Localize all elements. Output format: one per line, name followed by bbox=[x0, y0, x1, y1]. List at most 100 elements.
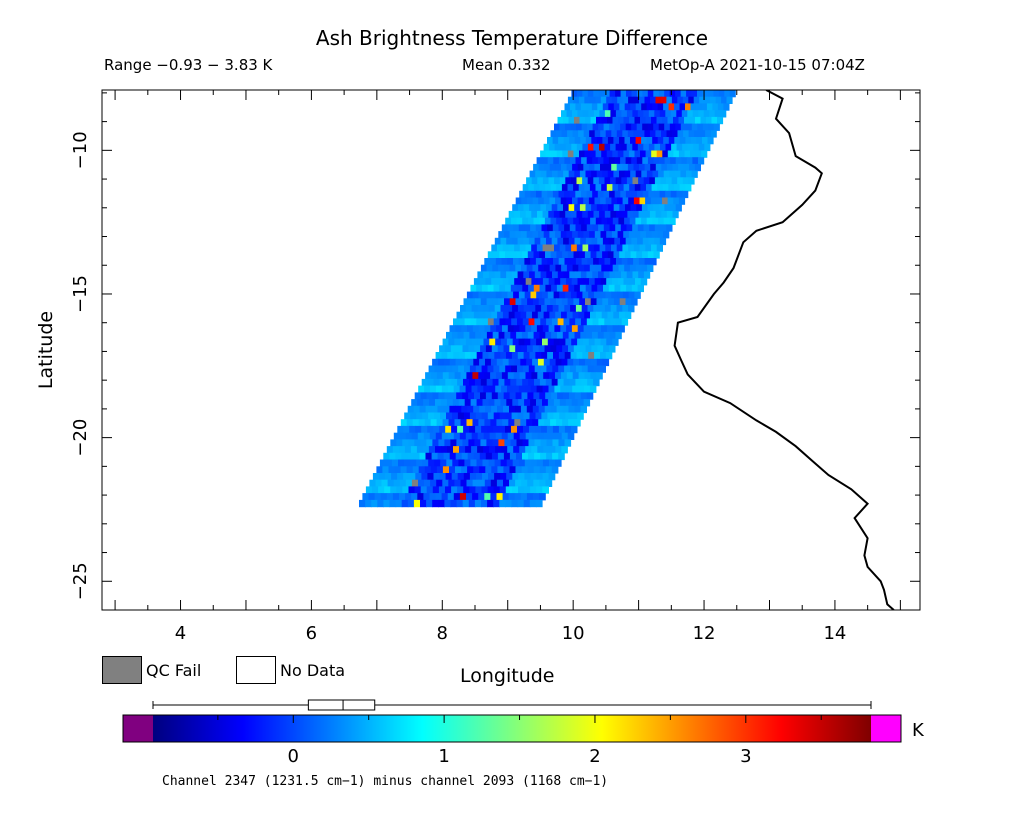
swath-cell bbox=[553, 258, 560, 266]
swath-cell bbox=[559, 399, 567, 407]
swath-cell bbox=[405, 479, 413, 487]
swath-cell bbox=[688, 177, 695, 185]
swath-cell bbox=[661, 163, 668, 172]
swath-cell bbox=[654, 190, 661, 199]
swath-cell bbox=[543, 197, 550, 205]
swath-cell bbox=[573, 358, 580, 367]
swath-cell bbox=[437, 452, 445, 461]
swath-cell bbox=[630, 137, 637, 145]
swath-cell bbox=[636, 157, 643, 165]
swath-cell bbox=[522, 184, 529, 192]
swath-cell bbox=[603, 284, 610, 293]
footnote: Channel 2347 (1231.5 cm−1) minus channel… bbox=[162, 774, 609, 789]
swath-cell bbox=[657, 184, 664, 192]
swath-cell bbox=[565, 177, 572, 185]
swath-cell bbox=[679, 184, 686, 192]
swath-cell bbox=[426, 392, 434, 400]
swath-cell bbox=[477, 305, 484, 313]
swath-cell bbox=[507, 224, 514, 232]
swath-cell bbox=[592, 123, 599, 131]
swath-cell bbox=[542, 177, 550, 185]
swath-cell bbox=[589, 96, 596, 104]
swath-cell bbox=[548, 210, 555, 219]
swath-cell bbox=[536, 385, 544, 393]
swath-cell bbox=[451, 331, 459, 340]
swath-cell bbox=[594, 352, 601, 360]
axis-ticks: 4 6 8 10 12 14−10−15−20−25 bbox=[70, 90, 920, 644]
swath-cell bbox=[651, 116, 658, 125]
swath-cell bbox=[453, 493, 461, 501]
swath-cell bbox=[518, 399, 525, 407]
swath-cell bbox=[593, 143, 600, 152]
swath-cell bbox=[575, 190, 582, 199]
swath-cell bbox=[489, 446, 496, 454]
swath-cell bbox=[591, 345, 598, 353]
swath-cell bbox=[604, 110, 611, 118]
swath-cell bbox=[614, 237, 621, 246]
swath-cell bbox=[610, 318, 617, 326]
swath-cell bbox=[529, 425, 536, 434]
swath-cell bbox=[527, 479, 534, 487]
swath-cell bbox=[635, 264, 642, 272]
swath-cell bbox=[628, 291, 635, 299]
swath-cell bbox=[622, 197, 629, 205]
swath-cell bbox=[482, 459, 490, 467]
swath-cell bbox=[641, 204, 649, 212]
swath-cell bbox=[553, 291, 560, 299]
swath-cell bbox=[638, 271, 645, 279]
swath-cell bbox=[672, 163, 679, 172]
swath-cell bbox=[546, 204, 553, 212]
swath-cell bbox=[472, 291, 480, 299]
swath-cell bbox=[381, 479, 389, 487]
swath-cell bbox=[527, 331, 535, 340]
swath-cell bbox=[496, 493, 504, 501]
swath-cell bbox=[531, 432, 539, 440]
swath-cell bbox=[468, 345, 475, 353]
swath-cell bbox=[448, 419, 456, 427]
swath-cell bbox=[524, 399, 531, 407]
swath-cell bbox=[433, 425, 440, 434]
swath-cell bbox=[702, 90, 709, 98]
swath-cell bbox=[619, 311, 626, 319]
swath-cell bbox=[540, 318, 547, 326]
swath-cell bbox=[485, 392, 493, 400]
swath-cell bbox=[694, 130, 701, 138]
swath-cell bbox=[638, 210, 645, 219]
swath-cell bbox=[496, 358, 504, 367]
swath-cell bbox=[522, 284, 529, 293]
swath-cell bbox=[615, 177, 622, 185]
swath-cell bbox=[525, 244, 532, 252]
swath-cell bbox=[532, 419, 539, 427]
swath-cell bbox=[505, 412, 513, 420]
swath-cell bbox=[560, 372, 568, 380]
swath-cell bbox=[475, 486, 483, 494]
swath-cell bbox=[621, 210, 628, 219]
swath-cell bbox=[523, 352, 531, 360]
swath-cell bbox=[468, 392, 475, 400]
swath-cell bbox=[594, 278, 602, 286]
swath-cell bbox=[720, 110, 727, 118]
swath-cell bbox=[510, 284, 518, 293]
swath-cell bbox=[542, 278, 550, 286]
swath-cell bbox=[643, 110, 650, 118]
swath-cell bbox=[528, 284, 535, 293]
swath-cell bbox=[674, 184, 681, 192]
swath-cell bbox=[437, 405, 445, 414]
swath-cell bbox=[612, 150, 619, 158]
swath-cell bbox=[588, 352, 595, 360]
swath-cell bbox=[556, 405, 564, 414]
boxplot-box bbox=[307, 699, 376, 711]
swath-cell bbox=[701, 103, 708, 111]
swath-cell bbox=[586, 224, 594, 232]
swath-cell bbox=[714, 110, 721, 118]
swath-cell bbox=[555, 432, 563, 440]
swath-cell bbox=[443, 452, 451, 461]
swath-cell bbox=[634, 150, 641, 158]
swath-cell bbox=[631, 298, 638, 306]
swath-cell bbox=[463, 473, 471, 481]
swath-cell bbox=[669, 123, 676, 131]
swath-cell bbox=[572, 231, 579, 239]
swath-cell bbox=[529, 412, 537, 420]
swath-cell bbox=[531, 210, 538, 219]
swath-cell bbox=[518, 486, 525, 494]
